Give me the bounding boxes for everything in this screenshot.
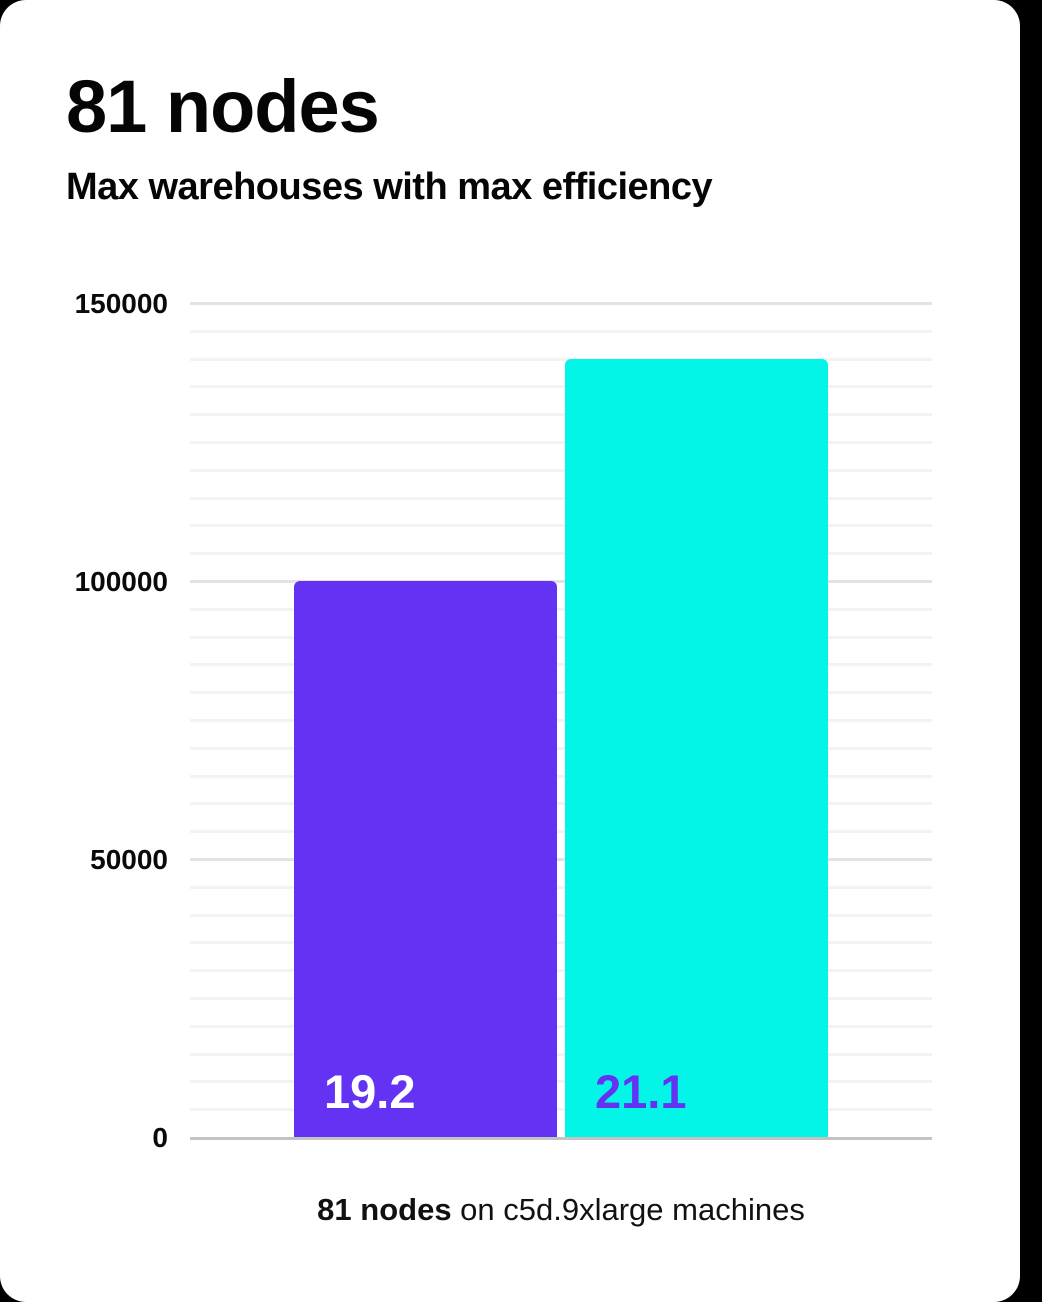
gridline-minor [190, 746, 932, 750]
gridline-minor [190, 385, 932, 389]
gridline-minor [190, 357, 932, 361]
gridline-minor [190, 496, 932, 500]
bar-19.2: 19.2 [294, 581, 557, 1137]
gridline-minor [190, 329, 932, 333]
gridline-minor [190, 830, 932, 834]
chart-caption: 81 nodes on c5d.9xlarge machines [190, 1192, 932, 1228]
chart-card: 81 nodes Max warehouses with max efficie… [0, 0, 1020, 1302]
gridline-minor [190, 913, 932, 917]
bar-value-label: 19.2 [324, 1065, 416, 1118]
gridline-minor [190, 941, 932, 945]
caption-regular-text: on c5d.9xlarge machines [451, 1192, 805, 1227]
gridline-major [190, 858, 932, 861]
gridline-minor [190, 969, 932, 973]
y-axis-tick-label: 0 [152, 1122, 168, 1153]
gridline-minor [190, 552, 932, 556]
gridline-minor [190, 1108, 932, 1112]
bar-chart: 0 50000 100000 150000 19.2 21.1 [74, 288, 932, 1153]
gridline-minor [190, 885, 932, 889]
gridline-minor [190, 691, 932, 695]
gridline-minor [190, 1052, 932, 1056]
gridline-major [190, 302, 932, 305]
gridline-minor [190, 524, 932, 528]
gridline-minor [190, 607, 932, 611]
gridline-minor [190, 413, 932, 417]
y-axis-tick-label: 100000 [74, 566, 168, 597]
gridline-minor [190, 774, 932, 778]
gridline-minor [190, 468, 932, 472]
bar-21.1: 21.1 [565, 358, 828, 1137]
gridline-minor [190, 663, 932, 667]
caption-bold-text: 81 nodes [317, 1192, 452, 1227]
x-axis-line [190, 1137, 932, 1140]
gridline-minor [190, 441, 932, 444]
y-axis-tick-label: 150000 [74, 288, 168, 319]
y-axis-tick-label: 50000 [90, 844, 168, 875]
gridline-minor [190, 719, 932, 722]
gridline-minor [190, 997, 932, 1000]
page-title: 81 nodes [66, 65, 380, 148]
gridline-minor [190, 1080, 932, 1084]
gridline-minor [190, 1024, 932, 1028]
gridline-major [190, 580, 932, 583]
page-subtitle: Max warehouses with max efficiency [66, 166, 713, 208]
bar-value-label: 21.1 [595, 1064, 687, 1118]
gridline-minor [190, 802, 932, 806]
gridline-minor [190, 635, 932, 639]
